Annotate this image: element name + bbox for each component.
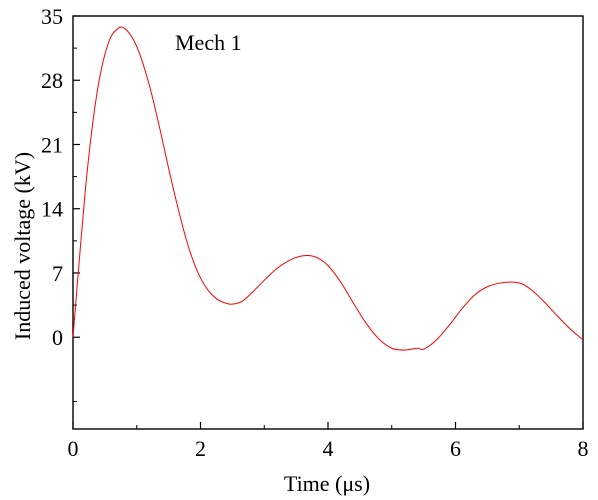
y-tick-label: 14 bbox=[41, 197, 63, 222]
series-layer bbox=[72, 26, 584, 351]
y-tick-label: 21 bbox=[41, 132, 63, 157]
x-tick-label: 6 bbox=[450, 436, 461, 461]
x-axis-label: Time (μs) bbox=[284, 471, 370, 496]
y-tick-label: 28 bbox=[41, 68, 63, 93]
plot-frame bbox=[72, 15, 584, 430]
x-tick-label: 8 bbox=[578, 436, 589, 461]
y-tick-label: 35 bbox=[41, 4, 63, 29]
x-tick-label: 4 bbox=[323, 436, 334, 461]
tick-labels: 0 2 4 6 8 0 7 14 21 28 35 bbox=[41, 4, 589, 461]
x-tick-label: 0 bbox=[68, 436, 79, 461]
series-line bbox=[72, 26, 584, 351]
x-tick-label: 2 bbox=[195, 436, 206, 461]
y-tick-label: 0 bbox=[52, 325, 63, 350]
y-axis-label: Induced voltage (kV) bbox=[10, 152, 35, 340]
y-tick-label: 7 bbox=[52, 261, 63, 286]
plot-border bbox=[72, 15, 584, 430]
series-annotation: Mech 1 bbox=[175, 30, 242, 55]
axis-ticks bbox=[72, 15, 584, 429]
